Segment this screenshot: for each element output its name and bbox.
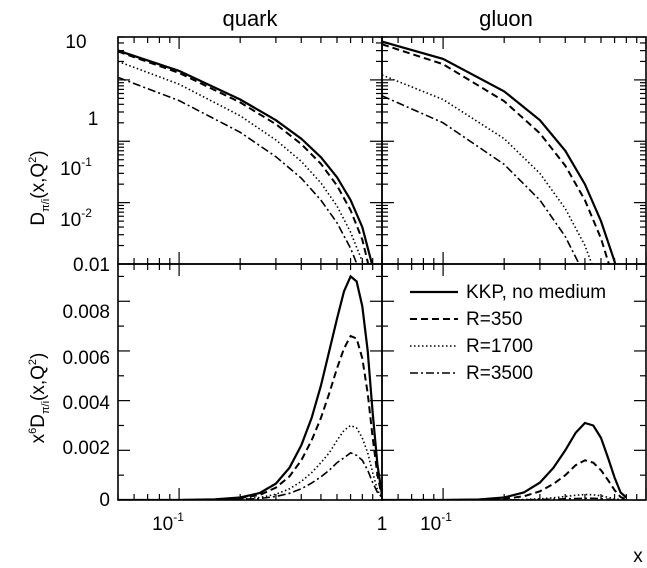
title-quark: quark	[222, 6, 278, 31]
legend-label-2: R=350	[466, 309, 523, 330]
xtick-label-gluon-0.1: 10-1	[420, 510, 452, 535]
frame-gluon-log	[381, 36, 647, 265]
ytick-label-0.002: 0.002	[62, 438, 110, 459]
quark-log-series-kkp-no-medium	[118, 49, 374, 264]
legend-label-1: KKP, no medium	[466, 282, 606, 303]
quark-lin-series-r-350	[118, 334, 382, 500]
curves	[118, 40, 628, 500]
xtick-label-quark-0.1: 10-1	[152, 510, 184, 535]
quark-lin-series-r-3500	[118, 451, 382, 500]
ytick-label-0.01: 0.01	[73, 255, 110, 276]
gluon-log-series-r-3500	[382, 95, 581, 264]
legend-label-3: R=1700	[466, 336, 533, 357]
quark-log-series-r-350	[118, 50, 370, 264]
gluon-lin-series-kkp-no-medium	[382, 421, 628, 500]
ytick-label-10-2: 10-2	[60, 206, 92, 231]
ytick-label-1: 1	[88, 109, 99, 130]
ytick-label-0.006: 0.006	[62, 348, 110, 369]
ytick-label-10-1: 10-1	[60, 155, 92, 180]
gluon-log-series-r-1700	[382, 74, 593, 264]
ytick-label-0: 0	[99, 490, 110, 511]
ytick-label-10: 10	[65, 32, 86, 53]
svg-text:Dπ/i(x,Q2): Dπ/i(x,Q2)	[27, 150, 52, 225]
ylabel-top: Dπ/i(x,Q2)	[27, 150, 52, 225]
gluon-log-series-kkp-no-medium	[382, 40, 617, 264]
quark-lin-series-r-1700	[118, 424, 382, 500]
title-gluon: gluon	[479, 6, 533, 31]
svg-text:x6Dπ/i(x,Q2): x6Dπ/i(x,Q2)	[27, 353, 52, 444]
legend-label-4: R=3500	[466, 363, 533, 384]
ylabel-bottom: x6Dπ/i(x,Q2)	[27, 353, 52, 444]
legend: KKP, no medium R=350 R=1700 R=3500	[410, 282, 606, 384]
frame-gluon-lin	[381, 263, 647, 501]
ytick-label-0.004: 0.004	[62, 393, 110, 414]
gluon-log-series-r-350	[382, 43, 610, 264]
frame-quark-log	[117, 36, 383, 265]
xtick-label-1: 1	[377, 514, 388, 535]
ytick-label-0.008: 0.008	[62, 302, 110, 323]
xaxis-label: x	[633, 546, 643, 567]
gluon-lin-series-r-1700	[382, 493, 627, 500]
quark-lin-series-kkp-no-medium	[118, 274, 382, 500]
quark-log-series-r-3500	[118, 76, 358, 264]
